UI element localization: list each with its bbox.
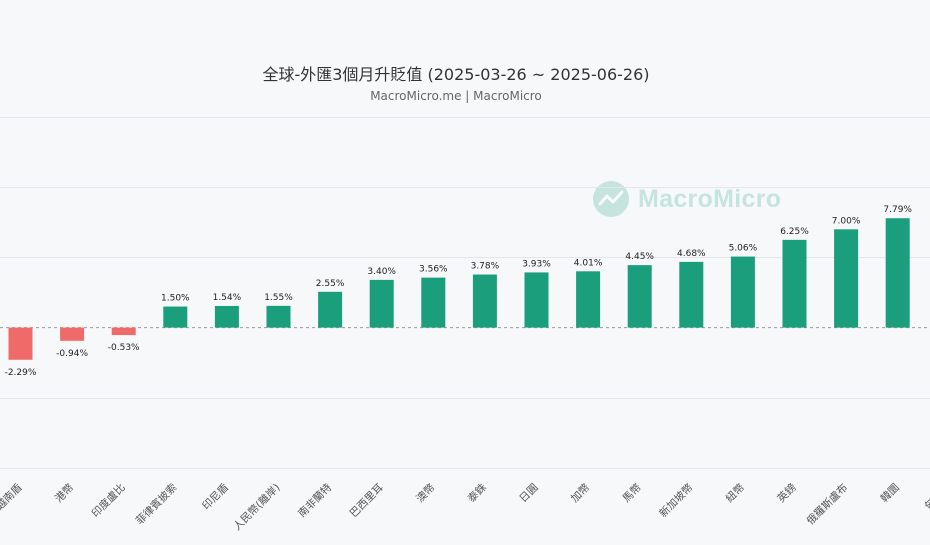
- bar: [8, 327, 33, 360]
- category-label: 日圓: [517, 482, 540, 505]
- data-label: -2.29%: [5, 368, 37, 378]
- data-label: 4.45%: [625, 252, 654, 262]
- category-labels: 越南盾 港幣 印度盧比 菲律賓披索 印尼盾 人民幣(離岸) 南非蘭特 巴西里耳 澳幣 泰銖 日圓 加幣…: [0, 481, 930, 533]
- bar: [214, 305, 239, 328]
- category-label: 泰銖: [465, 481, 489, 505]
- data-label: 4.01%: [574, 258, 603, 268]
- category-label: 巴西里耳: [348, 482, 386, 520]
- data-label: 1.55%: [264, 293, 293, 303]
- data-label: 2.55%: [316, 279, 345, 289]
- category-label: 加幣: [569, 481, 593, 505]
- category-label: 人民幣(離岸): [231, 481, 283, 533]
- watermark: MacroMicro: [592, 180, 781, 218]
- bar: [60, 327, 85, 341]
- data-label: -0.94%: [56, 349, 88, 359]
- bar: [834, 229, 859, 328]
- category-label: 越南盾: [0, 481, 25, 513]
- category-label: 港幣: [53, 481, 77, 505]
- bars: [8, 218, 910, 360]
- bar: [730, 256, 755, 328]
- value-labels: -2.29% -0.94% -0.53% 1.50% 1.54% 1.55% 2.55% 3.…: [5, 205, 913, 378]
- category-label: 馬幣: [620, 481, 644, 505]
- category-label: 南非蘭特: [295, 481, 334, 520]
- data-label: 6.25%: [780, 227, 809, 237]
- bar: [318, 291, 343, 328]
- bar: [111, 327, 136, 336]
- bar: [472, 274, 497, 328]
- data-label: 7.79%: [883, 205, 912, 215]
- data-label: 3.56%: [419, 265, 448, 275]
- chart-title: 全球-外匯3個月升貶值 (2025-03-26 ~ 2025-06-26): [262, 65, 650, 84]
- data-label: 3.40%: [367, 267, 396, 277]
- category-label: 新加坡幣: [657, 481, 696, 520]
- bar: [576, 271, 601, 328]
- category-label: 印尼盾: [200, 481, 231, 512]
- bar: [782, 239, 807, 328]
- data-label: 5.06%: [729, 244, 758, 254]
- data-label: 1.54%: [213, 293, 242, 303]
- bar: [369, 279, 394, 328]
- data-label: 4.68%: [677, 249, 706, 259]
- data-label: 3.93%: [522, 259, 551, 269]
- data-label: 3.78%: [471, 262, 500, 272]
- category-label: 印度盧比: [89, 481, 128, 520]
- bar: [885, 218, 910, 328]
- macromicro-logo-icon: [593, 181, 629, 217]
- data-label: 1.50%: [161, 294, 190, 304]
- bar: [421, 277, 446, 328]
- category-label: 紐幣: [723, 481, 747, 505]
- category-label: 英鎊: [775, 481, 799, 505]
- chart-subtitle: MacroMicro.me | MacroMicro: [370, 89, 542, 103]
- category-label: 匈牙利: [922, 481, 930, 512]
- watermark-text: MacroMicro: [638, 184, 782, 213]
- category-label: 菲律賓披索: [133, 481, 179, 527]
- bar: [163, 306, 188, 328]
- bar: [679, 261, 704, 328]
- bar: [524, 272, 549, 328]
- data-label: -0.53%: [108, 343, 140, 353]
- bar: [266, 305, 291, 328]
- bar: [627, 265, 652, 328]
- data-label: 7.00%: [832, 216, 861, 226]
- category-label: 韓圜: [878, 482, 901, 505]
- category-label: 澳幣: [413, 481, 437, 505]
- gridlines: [0, 117, 930, 469]
- category-label: 俄羅斯盧布: [804, 481, 850, 527]
